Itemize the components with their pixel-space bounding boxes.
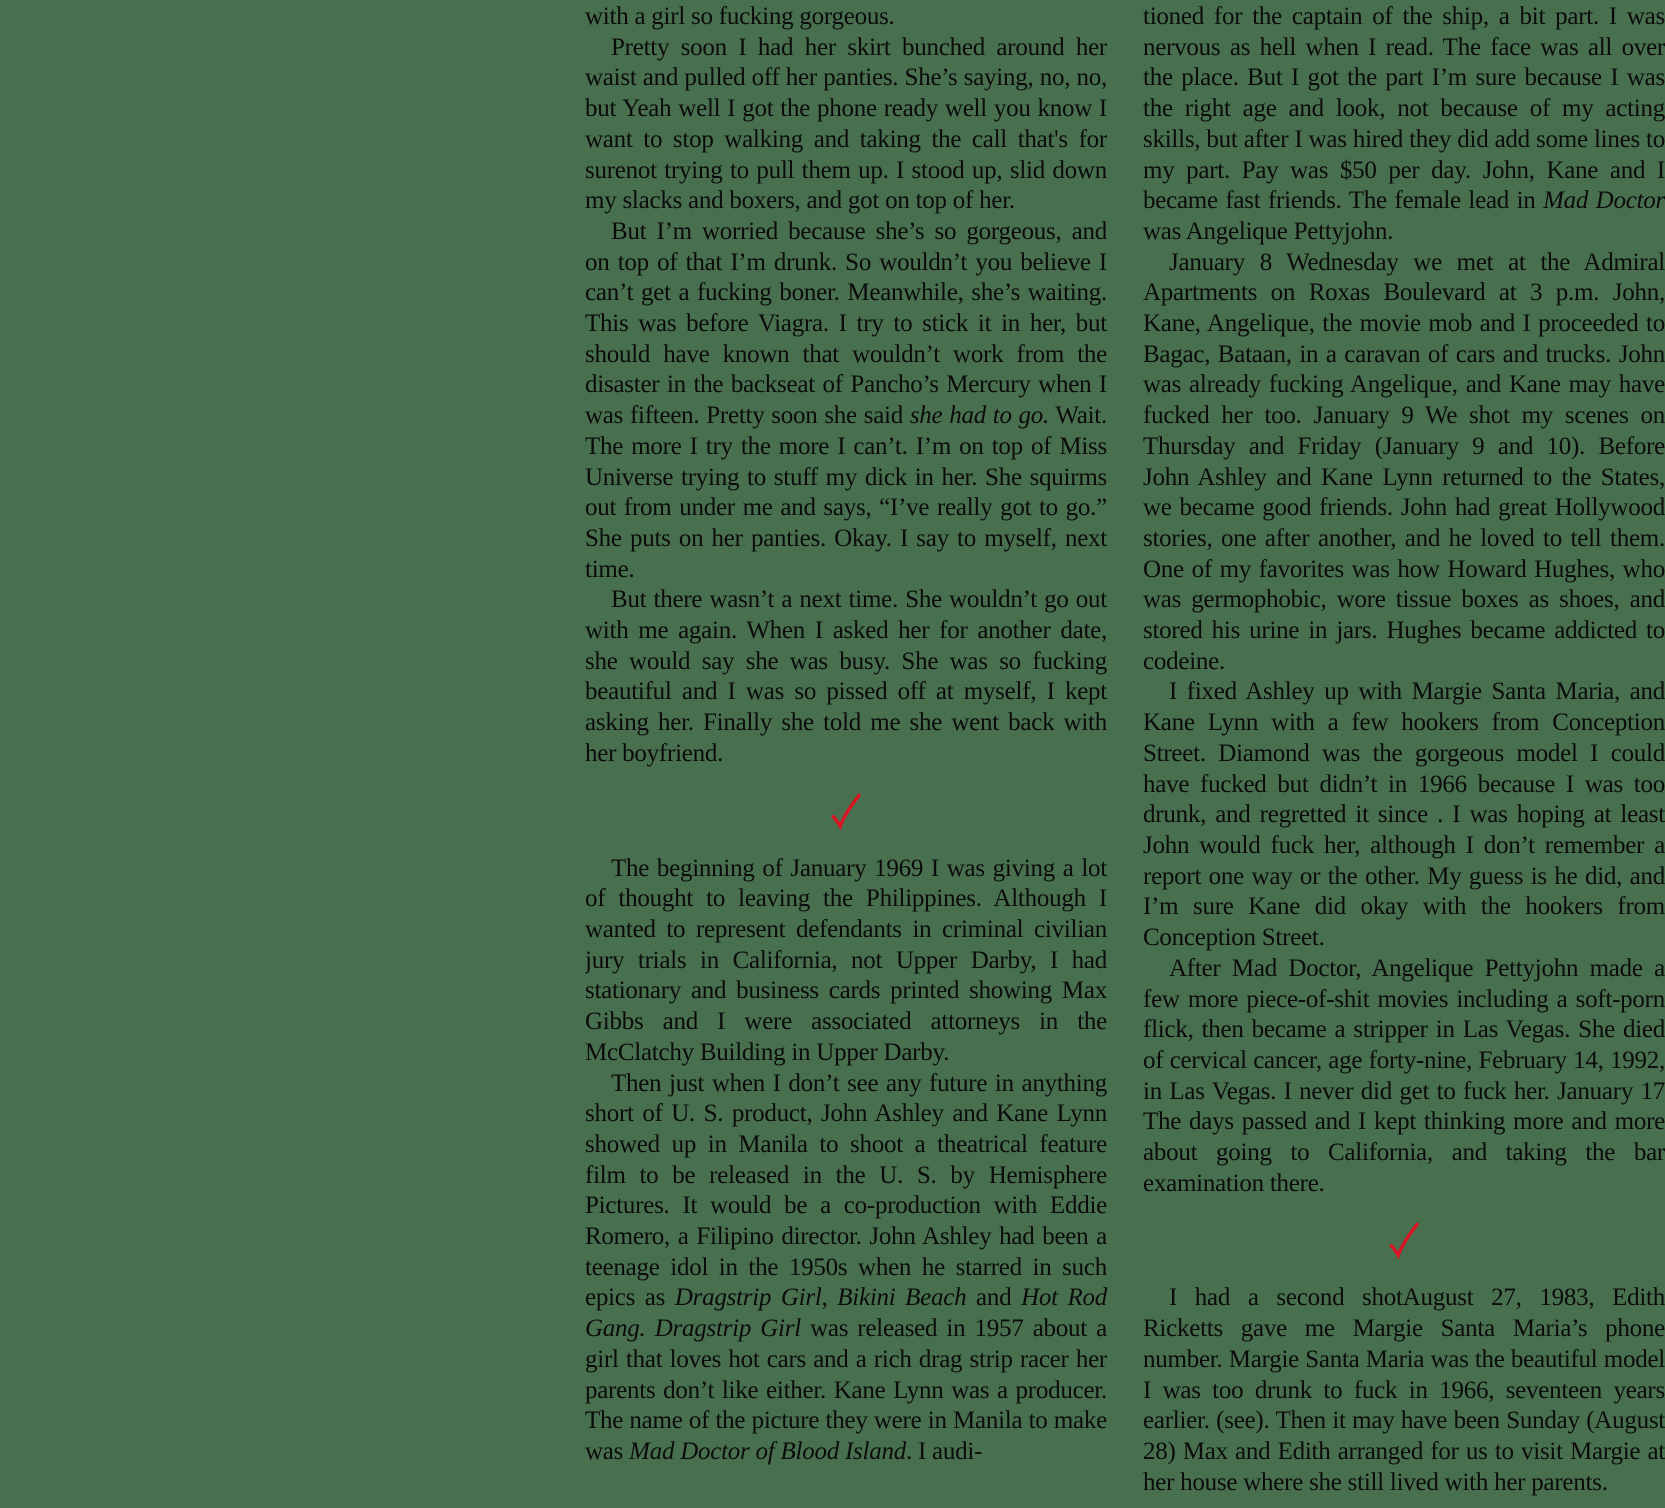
italic-text-segment: Dragstrip Girl: [674, 1284, 822, 1312]
text-column-right: tioned for the captain of the ship, a bi…: [1143, 2, 1665, 1508]
paragraph: After Mad Doctor, Angelique Pettyjohn ma…: [1143, 954, 1665, 1200]
text-segment: ,: [821, 1284, 838, 1312]
italic-text-segment: Mad Doctor: [1543, 187, 1665, 215]
italic-text-segment: Bikini Beach: [837, 1284, 967, 1312]
handwritten-checkmark-icon: [1386, 1223, 1422, 1261]
paragraph: Pretty soon I had her skirt bunched arou…: [585, 33, 1107, 217]
italic-text-segment: Mad Doctor of Blood Island: [629, 1437, 906, 1465]
paragraph: January 8 Wednesday we met at the Admira…: [1143, 248, 1665, 678]
paragraph: The beginning of January 1969 I was givi…: [585, 854, 1107, 1069]
paragraph: with a girl so fucking gorgeous.: [585, 2, 1107, 33]
text-segment: Wait. The more I try the more I can’t. I…: [585, 402, 1107, 583]
text-segment: Pretty soon I had her skirt bunched arou…: [585, 33, 1107, 215]
text-segment: and: [966, 1284, 1022, 1312]
text-segment: The beginning of January 1969 I was givi…: [585, 854, 1107, 1066]
text-segment: Then just when I don’t see any future in…: [585, 1069, 1107, 1312]
text-segment: was released in 1957 about a girl that l…: [585, 1315, 1107, 1465]
handwritten-checkmark-icon: [828, 793, 864, 831]
text-segment: January 8 Wednesday we met at the Admira…: [1143, 248, 1665, 675]
paragraph: I had a second shotAugust 27, 1983, Edit…: [1143, 1283, 1665, 1498]
text-segment: I fixed Ashley up with Margie Santa Mari…: [1143, 678, 1665, 952]
italic-text-segment: she had to go.: [909, 402, 1050, 430]
text-segment: . I audi-: [905, 1437, 983, 1465]
paragraph: tioned for the captain of the ship, a bi…: [1143, 2, 1665, 248]
text-column-left: with a girl so fucking gorgeous. Pretty s…: [585, 2, 1107, 1508]
section-break: [585, 770, 1107, 854]
paragraph: Then just when I don’t see any future in…: [585, 1069, 1107, 1468]
page-content: with a girl so fucking gorgeous. Pretty s…: [585, 2, 1665, 1508]
section-break: [1143, 1199, 1665, 1283]
text-segment: tioned for the captain of the ship, a bi…: [1143, 3, 1665, 215]
text-segment: I had a second shotAugust 27, 1983, Edit…: [1143, 1284, 1665, 1496]
text-segment: with a girl so fucking gorgeous.: [585, 3, 895, 30]
italic-text-segment: Hot Rod Gang. Dragstrip Girl: [585, 1284, 1108, 1343]
text-segment: But there wasn’t a next time. She wouldn…: [585, 586, 1107, 767]
text-segment: But I’m worried because she’s so gorgeou…: [585, 217, 1107, 430]
paragraph: But I’m worried because she’s so gorgeou…: [585, 217, 1107, 585]
paragraph: But there wasn’t a next time. She wouldn…: [585, 585, 1107, 769]
text-segment: After Mad Doctor, Angelique Pettyjohn ma…: [1143, 954, 1665, 1197]
paragraph: I fixed Ashley up with Margie Santa Mari…: [1143, 677, 1665, 953]
text-segment: was Angelique Pettyjohn.: [1143, 217, 1394, 245]
